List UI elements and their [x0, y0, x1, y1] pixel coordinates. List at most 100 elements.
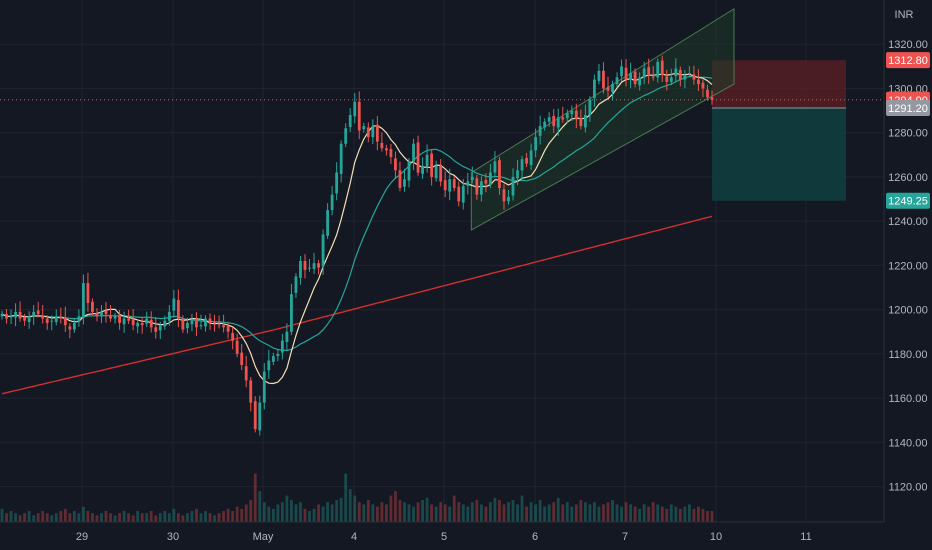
candle[interactable] — [321, 229, 325, 275]
candle[interactable] — [706, 84, 709, 101]
candle[interactable] — [669, 68, 673, 86]
candle[interactable] — [407, 158, 411, 188]
candle[interactable] — [348, 108, 352, 133]
candle[interactable] — [366, 122, 370, 143]
price-axis-panel[interactable] — [884, 0, 932, 550]
candle[interactable] — [583, 104, 587, 133]
candle[interactable] — [176, 289, 180, 328]
candle[interactable] — [394, 151, 397, 179]
candle[interactable] — [335, 162, 339, 201]
candle[interactable] — [529, 143, 533, 171]
candle[interactable] — [516, 159, 519, 186]
candle[interactable] — [86, 272, 90, 312]
candle[interactable] — [290, 283, 293, 336]
candle[interactable] — [213, 314, 216, 332]
candle[interactable] — [498, 156, 501, 195]
candle[interactable] — [538, 115, 542, 145]
candle[interactable] — [606, 76, 610, 98]
candle[interactable] — [403, 168, 406, 192]
candle[interactable] — [380, 132, 384, 152]
candle[interactable] — [109, 305, 112, 322]
candle[interactable] — [312, 252, 316, 275]
candle[interactable] — [163, 315, 167, 330]
candle[interactable] — [181, 315, 185, 333]
candle[interactable] — [285, 323, 289, 351]
candle[interactable] — [18, 301, 22, 322]
candle[interactable] — [697, 69, 700, 91]
candle[interactable] — [389, 143, 393, 164]
candle[interactable] — [443, 171, 447, 198]
candle[interactable] — [339, 140, 343, 183]
candle[interactable] — [552, 109, 556, 133]
candle[interactable] — [466, 172, 470, 195]
candle[interactable] — [574, 103, 578, 129]
candle[interactable] — [167, 305, 171, 326]
candle[interactable] — [674, 58, 678, 82]
candle[interactable] — [430, 150, 434, 186]
candle[interactable] — [710, 90, 714, 105]
candle[interactable] — [45, 315, 49, 330]
candle[interactable] — [353, 93, 357, 124]
candle[interactable] — [484, 173, 488, 193]
candle[interactable] — [602, 62, 605, 94]
candle[interactable] — [620, 59, 623, 82]
candle[interactable] — [63, 306, 67, 333]
candle[interactable] — [683, 70, 687, 89]
candle[interactable] — [588, 96, 592, 122]
candle[interactable] — [276, 348, 280, 362]
candle[interactable] — [95, 308, 99, 322]
candle[interactable] — [362, 122, 366, 133]
candle[interactable] — [222, 314, 225, 333]
candle[interactable] — [439, 159, 443, 187]
candle[interactable] — [421, 157, 424, 179]
candle[interactable] — [23, 313, 27, 326]
candle[interactable] — [629, 62, 633, 89]
candle[interactable] — [457, 181, 461, 207]
candle[interactable] — [258, 395, 262, 436]
candle[interactable] — [154, 316, 158, 339]
candle[interactable] — [303, 254, 307, 279]
candle[interactable] — [624, 59, 628, 87]
candle[interactable] — [249, 377, 253, 412]
candle[interactable] — [384, 144, 388, 156]
candle[interactable] — [158, 321, 162, 340]
candle[interactable] — [611, 80, 614, 101]
candle[interactable] — [91, 298, 94, 316]
candle[interactable] — [41, 305, 45, 324]
candle[interactable] — [416, 135, 420, 176]
candle[interactable] — [687, 66, 691, 78]
candle[interactable] — [489, 163, 492, 189]
candle[interactable] — [122, 311, 126, 333]
candle[interactable] — [651, 66, 655, 81]
candle[interactable] — [579, 109, 583, 130]
candle[interactable] — [547, 112, 551, 127]
candle[interactable] — [475, 174, 479, 200]
candle[interactable] — [235, 333, 239, 358]
candle[interactable] — [72, 317, 76, 333]
candle[interactable] — [267, 350, 271, 379]
candle[interactable] — [231, 328, 235, 350]
candle[interactable] — [27, 311, 31, 329]
candle[interactable] — [294, 273, 298, 298]
candle[interactable] — [565, 109, 569, 124]
candle[interactable] — [280, 333, 284, 360]
candle[interactable] — [32, 305, 36, 325]
candle[interactable] — [104, 301, 108, 323]
candle[interactable] — [534, 128, 538, 158]
candle[interactable] — [262, 362, 266, 410]
candle[interactable] — [556, 108, 560, 137]
candle[interactable] — [507, 189, 510, 205]
candle[interactable] — [678, 66, 682, 87]
candle[interactable] — [448, 168, 452, 201]
candle[interactable] — [136, 319, 140, 334]
candle[interactable] — [326, 203, 330, 240]
candle[interactable] — [344, 123, 348, 148]
candle[interactable] — [660, 55, 664, 83]
candle[interactable] — [127, 309, 131, 325]
candle[interactable] — [100, 305, 103, 324]
candle[interactable] — [357, 91, 361, 140]
candle[interactable] — [597, 63, 601, 85]
candle[interactable] — [149, 311, 153, 333]
candle[interactable] — [665, 69, 669, 91]
